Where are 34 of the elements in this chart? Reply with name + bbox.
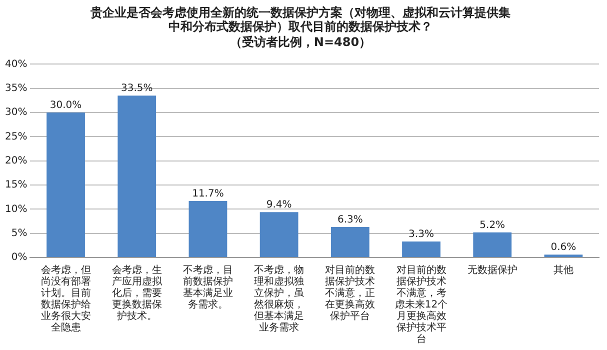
chart-title: 贵企业是否会考虑使用全新的统一数据保护方案（对物理、虚拟和云计算提供集中和分布式数据保护）取代目前的数据保护技术？ <box>90 5 510 34</box>
y-tick-label: 15% <box>4 180 28 191</box>
data-label: 6.3% <box>337 214 363 226</box>
x-tick-label: 不考虑，目前数据保护基本满足业务需求。 <box>182 264 233 310</box>
y-tick-label: 25% <box>4 131 28 142</box>
data-label: 3.3% <box>408 229 434 240</box>
bar <box>402 242 440 257</box>
y-tick-label: 35% <box>4 82 28 94</box>
y-tick-label: 0% <box>11 252 28 264</box>
data-label: 33.5% <box>120 83 153 94</box>
data-label: 5.2% <box>480 220 506 231</box>
bar <box>330 227 370 257</box>
x-tick-label: 其他 <box>553 264 574 276</box>
y-tick-label: 40% <box>4 58 28 70</box>
data-label: 0.6% <box>550 242 576 254</box>
y-tick-label: 5% <box>11 228 28 239</box>
y-tick-label: 10% <box>4 204 28 215</box>
x-tick-label: 对目前的数据保护技术不满意，正在更换高效保护平台 <box>325 264 376 322</box>
x-tick-label: 会考虑，但尚没有部署计划。目前数据保护给业务很大安全隐患 <box>40 264 91 334</box>
bar <box>260 212 298 257</box>
data-label: 30.0% <box>50 100 82 112</box>
data-label: 11.7% <box>192 188 224 200</box>
x-tick-label: 不考虑，物理和虚拟独立保护，虽然很麻烦，但基本满足业务需求 <box>254 264 304 334</box>
bar <box>473 232 512 257</box>
x-tick-label: 会考虑，生产应用虚拟化后，需要更换数据保护技术。 <box>112 264 163 322</box>
x-tick-label: 对目前的数据保护技术不满意，考虑未来12个月更换高效保护技术平台 <box>394 264 448 345</box>
y-tick-label: 20% <box>4 155 28 166</box>
bar <box>188 200 228 257</box>
chart-subtitle: （受访者比例，N=480） <box>230 35 372 50</box>
y-tick-label: 30% <box>4 107 28 118</box>
x-tick-label: 无数据保护 <box>467 264 518 276</box>
bar <box>46 112 85 257</box>
bar <box>118 96 156 257</box>
data-label: 9.4% <box>266 200 292 211</box>
